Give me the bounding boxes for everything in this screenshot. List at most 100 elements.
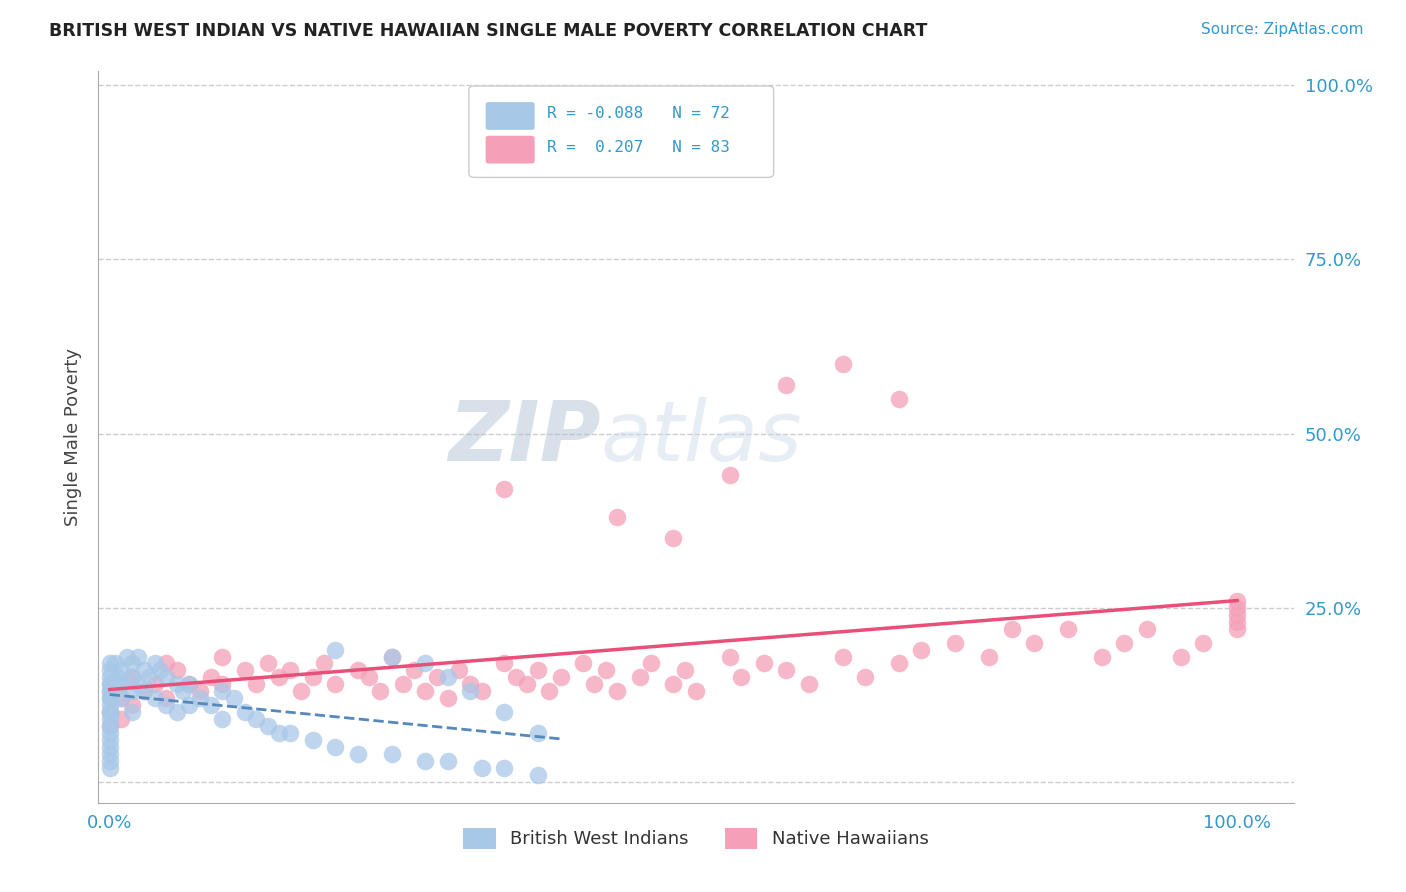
Point <box>471 761 494 775</box>
Point <box>494 705 516 719</box>
Text: R = -0.088   N = 72: R = -0.088 N = 72 <box>547 106 730 121</box>
Point <box>1001 622 1024 636</box>
Point <box>494 657 516 671</box>
Point <box>404 664 426 678</box>
Point <box>233 705 256 719</box>
Point <box>527 768 550 782</box>
Point <box>1024 635 1046 649</box>
Point <box>98 726 121 740</box>
Point <box>538 684 561 698</box>
Point <box>380 747 402 761</box>
Point <box>1226 600 1249 615</box>
Point <box>104 657 127 671</box>
Point <box>177 677 200 691</box>
Point <box>718 649 741 664</box>
Point <box>595 664 617 678</box>
Point <box>606 510 628 524</box>
Point <box>188 684 211 698</box>
Text: BRITISH WEST INDIAN VS NATIVE HAWAIIAN SINGLE MALE POVERTY CORRELATION CHART: BRITISH WEST INDIAN VS NATIVE HAWAIIAN S… <box>49 22 928 40</box>
Point <box>115 649 138 664</box>
Text: atlas: atlas <box>600 397 801 477</box>
Text: ZIP: ZIP <box>447 397 600 477</box>
Point <box>460 677 482 691</box>
Point <box>98 761 121 775</box>
Point <box>110 677 132 691</box>
Point <box>662 677 685 691</box>
Point <box>775 377 797 392</box>
Point <box>211 712 233 726</box>
Point <box>278 664 301 678</box>
Point <box>149 664 172 678</box>
Point <box>138 670 160 684</box>
Point <box>505 670 527 684</box>
Point <box>527 664 550 678</box>
Point <box>494 761 516 775</box>
Point <box>121 657 143 671</box>
Point <box>267 726 290 740</box>
Point <box>1226 594 1249 608</box>
Point <box>177 698 200 713</box>
Point <box>415 684 437 698</box>
Point <box>887 392 910 406</box>
Point <box>267 670 290 684</box>
Point <box>752 657 775 671</box>
Point <box>415 754 437 768</box>
Point <box>256 719 278 733</box>
FancyBboxPatch shape <box>485 136 534 163</box>
Point <box>121 670 143 684</box>
Point <box>831 357 853 371</box>
Point <box>831 649 853 664</box>
Point <box>98 684 121 698</box>
Point <box>662 531 685 545</box>
Point <box>368 684 391 698</box>
Point <box>301 733 323 747</box>
Point <box>437 754 460 768</box>
Point <box>1114 635 1136 649</box>
Point <box>673 664 696 678</box>
Point <box>98 733 121 747</box>
Point <box>449 664 471 678</box>
Point <box>98 677 121 691</box>
Point <box>415 657 437 671</box>
Point <box>527 726 550 740</box>
Point <box>143 691 166 706</box>
Point <box>718 468 741 483</box>
Point <box>730 670 752 684</box>
Point <box>155 698 177 713</box>
Point <box>233 664 256 678</box>
Point <box>346 664 368 678</box>
Point <box>143 657 166 671</box>
Point <box>166 664 188 678</box>
Point <box>110 664 132 678</box>
Point <box>177 677 200 691</box>
Point <box>583 677 606 691</box>
Point <box>107 670 129 684</box>
Point <box>121 684 143 698</box>
Point <box>460 684 482 698</box>
Point <box>278 726 301 740</box>
Point <box>143 677 166 691</box>
Point <box>200 670 222 684</box>
Point <box>211 649 233 664</box>
Point <box>437 670 460 684</box>
Point <box>98 691 121 706</box>
Point <box>98 664 121 678</box>
Point <box>323 677 346 691</box>
Point <box>323 642 346 657</box>
Point <box>166 705 188 719</box>
Point <box>110 691 132 706</box>
Point <box>98 705 121 719</box>
Point <box>98 705 121 719</box>
Point <box>245 712 267 726</box>
Point <box>121 670 143 684</box>
Point <box>98 684 121 698</box>
Text: R =  0.207   N = 83: R = 0.207 N = 83 <box>547 140 730 155</box>
Point <box>392 677 415 691</box>
Point <box>426 670 449 684</box>
Point <box>797 677 820 691</box>
Point <box>121 698 143 713</box>
Point <box>494 483 516 497</box>
Point <box>256 657 278 671</box>
Point <box>471 684 494 698</box>
Point <box>98 677 121 691</box>
